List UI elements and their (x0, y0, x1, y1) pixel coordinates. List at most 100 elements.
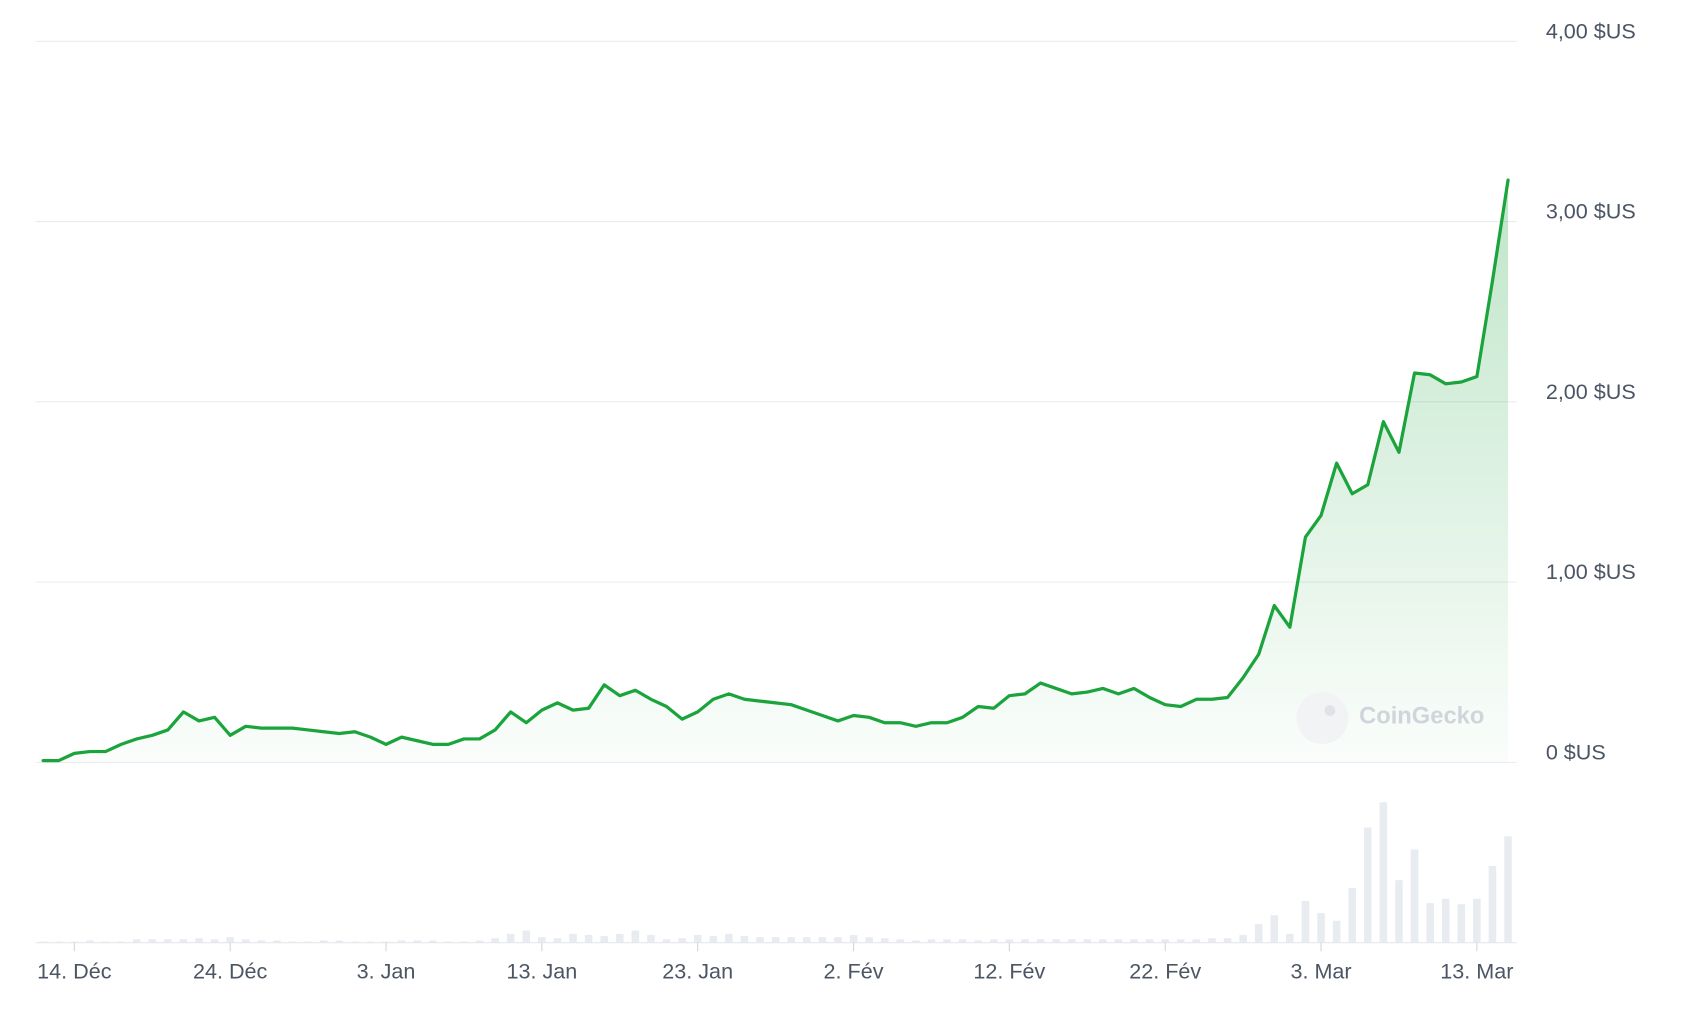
volume-bar (179, 939, 188, 943)
volume-bar (1317, 913, 1325, 943)
volume-bar (818, 937, 827, 943)
volume-bar (1410, 849, 1419, 943)
volume-bar (117, 941, 125, 943)
volume-bar (865, 937, 873, 943)
volume-bar (288, 941, 297, 943)
plot: 0 $US 1,00 $US 2,00 $US 3,00 $US 4,00 $US 14.… (35, 18, 1636, 984)
volume-bar (927, 939, 936, 943)
volume-bar (335, 940, 344, 943)
volume-bar (538, 937, 546, 943)
price-area (43, 180, 1509, 763)
volume-bar (1426, 903, 1434, 943)
volume-bar (1052, 939, 1060, 943)
volume-bar (756, 937, 764, 943)
volume-bar (787, 937, 795, 943)
volume-bar (647, 934, 655, 943)
volume-bar (771, 937, 780, 943)
volume-bar (257, 940, 266, 943)
volume-bar (1332, 920, 1341, 943)
volume-bar (522, 930, 531, 943)
volume-bar (148, 939, 157, 943)
volume-bar (1130, 939, 1138, 943)
volume-bar (1021, 939, 1029, 943)
volume-bar (912, 940, 920, 943)
volume-bar (849, 934, 858, 943)
volume-bar (1239, 934, 1247, 943)
volume-bar (1488, 865, 1497, 943)
volume-bar (1114, 939, 1123, 943)
volume-bar (1005, 939, 1014, 943)
x-tick-label: 23. Jan (662, 959, 733, 984)
x-tick-label: 13. Jan (506, 959, 577, 984)
volume-bar (86, 940, 94, 943)
volume-bar (1270, 915, 1279, 943)
volume-bar (584, 934, 593, 943)
volume-bar (1083, 939, 1092, 943)
watermark: CoinGecko (1296, 692, 1484, 745)
volume-bar (1223, 938, 1232, 943)
volume-bar (319, 940, 328, 943)
volume-bar (1192, 939, 1201, 943)
volume-bar (382, 941, 390, 943)
volume-bar (880, 938, 889, 943)
volume-bar (1473, 898, 1481, 943)
volume-bar (1177, 939, 1185, 943)
volume-bar (662, 939, 671, 943)
volume-bar (974, 940, 982, 943)
volume-bar (1379, 802, 1388, 943)
volume-bar (1099, 939, 1107, 943)
volume-bar (600, 936, 608, 943)
volume-bar (101, 941, 110, 943)
volume-bar (740, 936, 749, 943)
volume-bar (678, 938, 686, 943)
volume-bar (132, 939, 141, 943)
volume-bar (351, 941, 359, 943)
volume-bar (1161, 939, 1169, 943)
volume-bar (896, 939, 905, 943)
volume-bar (553, 938, 562, 943)
price-line (41, 178, 1510, 763)
volume-bar (428, 940, 437, 943)
y-tick-label: 3,00 $US (1546, 199, 1636, 224)
volume-bar (475, 940, 484, 943)
watermark-logo (1296, 692, 1349, 745)
volume-bar (70, 941, 79, 943)
y-tick-label: 2,00 $US (1546, 379, 1636, 404)
volume-bar (491, 938, 499, 943)
volume-bar (1301, 900, 1310, 943)
x-tick-label: 12. Fév (973, 959, 1045, 984)
volume-bar (54, 941, 63, 943)
volume-bar (444, 941, 453, 943)
volume-bar (1395, 880, 1403, 943)
volume-bar (990, 939, 998, 943)
volume-bar (1208, 938, 1216, 943)
volume-bar (164, 939, 172, 943)
volume-bar (1364, 827, 1372, 943)
volume-bar (39, 941, 47, 943)
volume-bar (460, 941, 468, 943)
volume-bar (803, 937, 811, 943)
volume-bar (631, 930, 640, 943)
volume-bar (958, 939, 967, 943)
volume-bar (273, 940, 281, 943)
x-tick-label: 3. Mar (1290, 959, 1351, 984)
y-tick-label: 4,00 $US (1546, 18, 1636, 43)
volume-bar (725, 933, 733, 943)
x-tick-label: 14. Déc (37, 959, 112, 984)
y-tick-label: 0 $US (1546, 739, 1606, 764)
volume-bar (226, 937, 234, 943)
volume-bar (1067, 939, 1076, 943)
volume-bar (195, 938, 203, 943)
x-tick-label: 22. Fév (1129, 959, 1201, 984)
volume-bar (1254, 924, 1263, 943)
watermark-logo-eye (1324, 705, 1336, 716)
y-tick-label: 1,00 $US (1546, 559, 1636, 584)
volume-bar (834, 937, 842, 943)
x-tick-label: 2. Fév (824, 959, 884, 984)
volume-bar (1348, 887, 1356, 943)
volume-bar (615, 933, 624, 943)
volume-bar (709, 936, 718, 943)
volume-bar (241, 939, 250, 943)
